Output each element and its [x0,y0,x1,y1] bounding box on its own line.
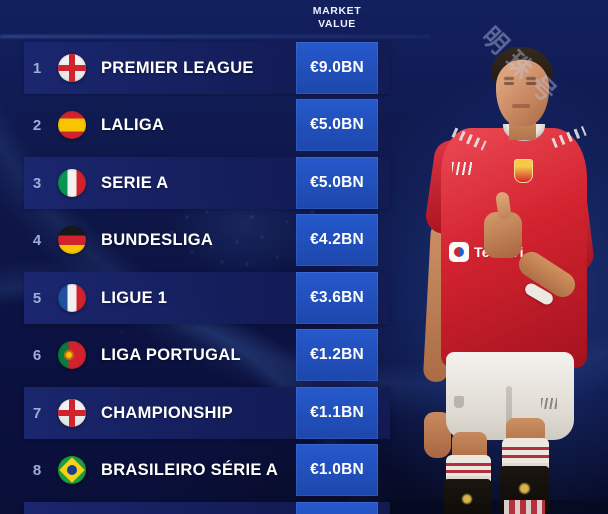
market-value-badge: €4.2BN [296,214,378,266]
ranking-row: 4 BUNDESLIGA €4.2BN [24,214,390,266]
rank-number: 7 [32,404,42,422]
market-value-badge: €9.0BN [296,42,378,94]
right-sock-band [502,438,549,468]
league-name: SERIE A [101,173,169,192]
league-name: CHAMPIONSHIP [101,403,233,422]
england-flag-icon [58,399,86,427]
brazil-flag-icon [58,456,86,484]
market-value-badge: €5.0BN [296,99,378,151]
rank-number: 2 [32,116,42,134]
market-value-header-line1: MARKET [312,5,362,17]
league-name: BUNDESLIGA [101,230,214,249]
ranking-row-partial [24,502,390,514]
player-face [496,60,549,126]
earth-atmosphere-glow [0,35,430,38]
rank-number: 6 [32,346,42,364]
market-value-badge [296,502,378,514]
rank-number: 4 [32,231,42,249]
left-sock [444,479,491,514]
ranking-row: 8 BRASILEIRO SÉRIE A €1.0BN [24,444,390,496]
market-value-badge: €5.0BN [296,157,378,209]
rank-number: 5 [32,289,42,307]
rank-number: 3 [32,174,42,192]
ranking-row: 3 SERIE A €5.0BN [24,157,390,209]
league-name: LALIGA [101,115,165,134]
earth-city-lights-texture [0,0,2,2]
ranking-row: 6 LIGA PORTUGAL €1.2BN [24,329,390,381]
ranking-row: 5 LIGUE 1 €3.6BN [24,272,390,324]
rank-number: 1 [32,59,42,77]
shorts-crest-icon [454,396,464,408]
england-flag-icon [58,54,86,82]
market-value-badge: €1.2BN [296,329,378,381]
left-sock-band [446,455,491,481]
market-value-column-header: MARKET VALUE [296,5,378,31]
adidas-logo-icon [452,162,472,175]
background-shade [388,500,608,514]
market-value-badge: €1.1BN [296,387,378,439]
ranking-row: 7 CHAMPIONSHIP €1.1BN [24,387,390,439]
portugal-flag-icon [58,341,86,369]
spain-flag-icon [58,111,86,139]
club-crest-icon [514,159,533,183]
france-flag-icon [58,284,86,312]
ranking-row: 1 PREMIER LEAGUE €9.0BN [24,42,390,94]
germany-flag-icon [58,226,86,254]
league-name: BRASILEIRO SÉRIE A [101,460,279,479]
league-name: LIGUE 1 [101,288,168,307]
rank-number: 8 [32,461,42,479]
market-value-badge: €3.6BN [296,272,378,324]
player-photo: TeamVi [400,30,608,514]
shorts-adidas-icon [541,398,557,409]
league-name: PREMIER LEAGUE [101,58,254,77]
league-name: LIGA PORTUGAL [101,345,241,364]
sponsor-logo-icon [449,242,469,262]
market-value-header-line2: VALUE [318,18,356,30]
market-value-badge: €1.0BN [296,444,378,496]
italy-flag-icon [58,169,86,197]
right-sock-stripes [504,500,545,514]
ranking-row: 2 LALIGA €5.0BN [24,99,390,151]
